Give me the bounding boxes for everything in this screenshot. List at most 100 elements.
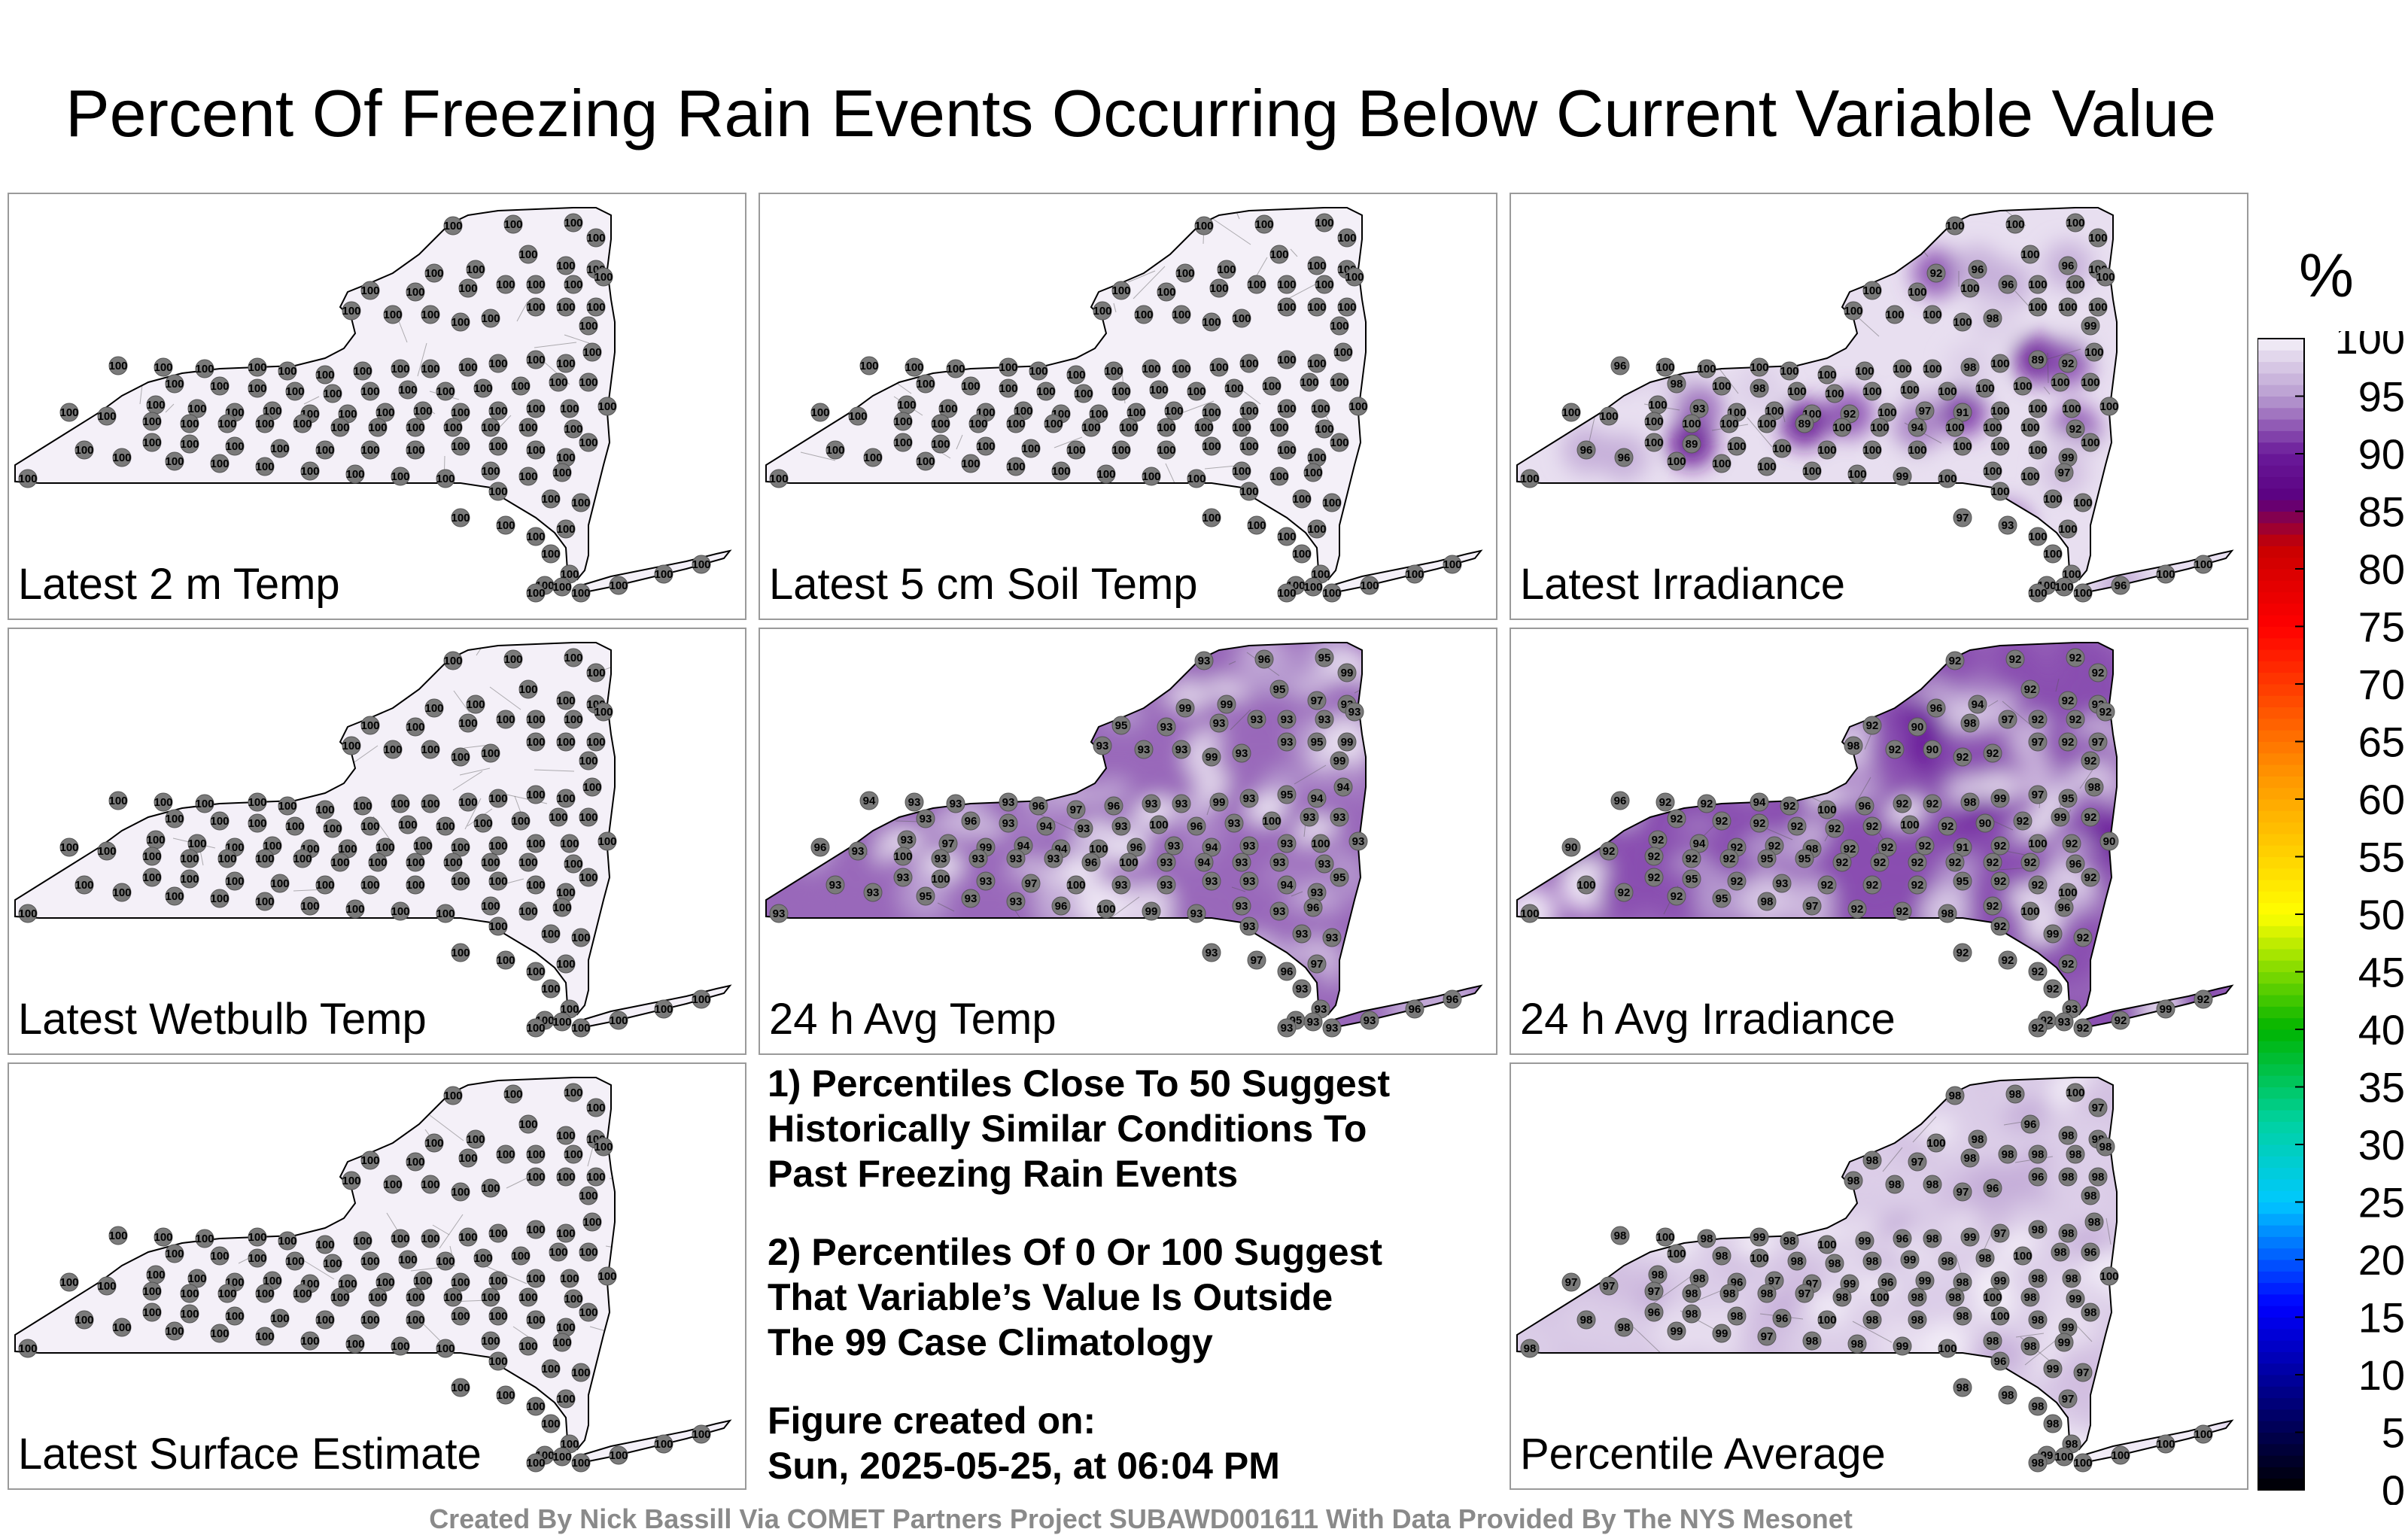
station-marker: 98	[1960, 792, 1980, 812]
station-marker: 100	[893, 847, 913, 866]
station-value: 100	[195, 363, 214, 375]
station-marker: 100	[97, 406, 117, 426]
station-value: 100	[210, 457, 229, 470]
station-value: 100	[564, 713, 582, 726]
station-marker: 100	[74, 875, 94, 895]
station-value: 93	[1145, 798, 1158, 810]
station-marker: 100	[560, 399, 579, 418]
station-marker: 100	[451, 403, 470, 422]
station-value: 100	[248, 361, 266, 374]
station-marker: 94	[1333, 777, 1353, 797]
station-value: 100	[1655, 361, 1674, 374]
station-marker: 100	[549, 372, 568, 392]
station-marker: 97	[1802, 896, 1822, 916]
station-marker: 97	[1644, 1281, 1664, 1301]
station-value: 100	[692, 993, 710, 1006]
station-marker: 100	[586, 663, 606, 682]
colorbar-tick-label: 35	[2358, 1064, 2405, 1111]
station-value: 100	[406, 421, 424, 434]
station-value: 100	[518, 683, 537, 696]
station-marker: 100	[1307, 354, 1327, 373]
colorbar-band	[2258, 1248, 2304, 1260]
station-marker: 100	[451, 747, 470, 767]
station-marker: 100	[406, 1152, 425, 1172]
station-value: 100	[503, 1088, 522, 1101]
colorbar-band	[2258, 1225, 2304, 1237]
station-value: 100	[560, 403, 579, 415]
station-value: 95	[1798, 853, 1811, 865]
station-value: 99	[1333, 755, 1346, 768]
station-value: 100	[556, 1321, 575, 1334]
station-marker: 92	[1682, 849, 1701, 868]
station-value: 100	[1405, 568, 1424, 581]
station-marker: 100	[556, 256, 576, 275]
station-marker: 100	[146, 395, 166, 415]
station-value: 100	[692, 558, 710, 571]
station-value: 100	[97, 1280, 116, 1293]
station-marker: 100	[2066, 1083, 2085, 1102]
station-marker: 100	[2099, 397, 2119, 416]
station-marker: 100	[451, 508, 470, 527]
station-marker: 95	[1757, 849, 1777, 868]
station-marker: 98	[1953, 1272, 1972, 1292]
station-value: 96	[2058, 901, 2071, 914]
station-marker: 100	[1066, 365, 1086, 385]
station-marker: 97	[2058, 1389, 2078, 1409]
station-value: 93	[972, 853, 985, 865]
station-value: 100	[518, 470, 537, 483]
station-value: 98	[2084, 1190, 2097, 1202]
station-value: 92	[1987, 900, 1999, 913]
station-value: 100	[2073, 587, 2092, 600]
station-value: 100	[154, 796, 172, 809]
station-marker: 100	[488, 1306, 508, 1326]
station-value: 100	[443, 856, 462, 869]
station-value: 100	[248, 1231, 266, 1244]
station-value: 100	[1757, 418, 1776, 430]
station-marker: 100	[1142, 467, 1161, 486]
station-value: 100	[488, 1310, 507, 1323]
station-value: 100	[2028, 278, 2047, 291]
station-marker: 100	[2051, 372, 2070, 392]
station-marker: 100	[443, 651, 463, 670]
station-marker: 100	[195, 1229, 214, 1248]
station-marker: 100	[1303, 463, 1323, 482]
station-value: 92	[1896, 798, 1909, 810]
colorbar-band	[2258, 1282, 2304, 1295]
station-value: 100	[59, 841, 78, 854]
station-value: 100	[406, 1156, 424, 1169]
station-value: 100	[1520, 473, 1539, 485]
station-value: 96	[1055, 900, 1068, 913]
station-value: 100	[436, 385, 455, 398]
colorbar-band	[2258, 1017, 2304, 1030]
station-value: 92	[2099, 706, 2112, 719]
map-panel: 100 100 100 100 100 100 100 100 100 100 100 100 100 1…	[8, 628, 746, 1055]
station-value: 100	[1209, 282, 1228, 295]
station-value: 98	[2024, 1291, 2037, 1304]
station-value: 95	[1956, 875, 1969, 888]
station-value: 100	[1292, 548, 1311, 561]
station-marker: 100	[1119, 853, 1139, 872]
station-value: 100	[1953, 316, 1972, 329]
station-marker: 100	[825, 440, 845, 460]
colorbar-band	[2258, 522, 2304, 535]
station-value: 100	[571, 1366, 590, 1379]
station-marker: 94	[859, 791, 879, 810]
station-marker: 100	[1953, 312, 1972, 332]
station-marker: 97	[1307, 954, 1327, 974]
station-value: 100	[466, 263, 485, 276]
station-value: 100	[1111, 284, 1130, 297]
station-marker: 100	[2066, 213, 2085, 233]
station-value: 96	[965, 815, 977, 828]
station-value: 100	[526, 1400, 545, 1413]
station-marker: 100	[571, 583, 591, 603]
station-value: 93	[1078, 822, 1090, 835]
station-value: 92	[2032, 1022, 2045, 1035]
station-value: 100	[451, 1276, 470, 1289]
station-value: 100	[458, 1152, 477, 1165]
map-panel: 100 100 100 100 100 100 100 100 100 100 100 100 100 1…	[759, 193, 1497, 620]
station-marker: 100	[406, 717, 425, 737]
colorbar-band	[2258, 465, 2304, 478]
station-value: 96	[1281, 965, 1294, 978]
station-marker: 100	[443, 1287, 463, 1307]
colorbar-band	[2258, 1340, 2304, 1352]
